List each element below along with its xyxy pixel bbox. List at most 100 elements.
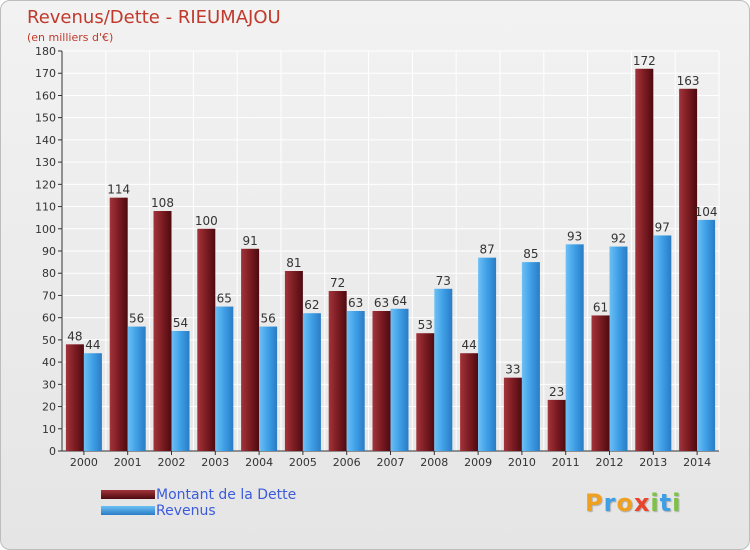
x-tick-label: 2011 — [552, 456, 580, 469]
bar-dette — [635, 68, 654, 452]
bar-dette — [591, 315, 610, 451]
bar-revenus — [478, 257, 497, 451]
x-tick-label: 2002 — [158, 456, 186, 469]
data-label-dette: 44 — [461, 338, 476, 352]
data-label-dette: 81 — [286, 256, 301, 270]
x-tick-label: 2009 — [464, 456, 492, 469]
data-label-revenus: 54 — [173, 316, 188, 330]
data-label-revenus: 104 — [695, 205, 718, 219]
bar-dette — [679, 88, 698, 452]
bar-dette — [109, 197, 128, 451]
data-label-revenus: 64 — [392, 294, 407, 308]
legend-swatch-dette — [101, 490, 155, 499]
y-tick-label: 30 — [42, 378, 56, 391]
x-tick-label: 2001 — [114, 456, 142, 469]
bar-dette — [547, 399, 566, 451]
y-tick-label: 170 — [35, 67, 56, 80]
bar-revenus — [259, 326, 278, 451]
data-label-dette: 48 — [67, 329, 82, 343]
bar-dette — [460, 353, 479, 451]
y-tick-label: 70 — [42, 289, 56, 302]
data-label-dette: 114 — [107, 183, 130, 197]
y-tick-label: 40 — [42, 356, 56, 369]
bar-revenus — [302, 313, 321, 451]
x-tick-label: 2004 — [245, 456, 273, 469]
y-tick-label: 180 — [35, 45, 56, 58]
data-label-revenus: 56 — [260, 312, 275, 326]
bar-revenus — [434, 288, 453, 451]
bar-revenus — [521, 262, 540, 451]
y-tick-label: 0 — [49, 445, 56, 458]
data-label-dette: 100 — [195, 214, 218, 228]
y-tick-label: 120 — [35, 178, 56, 191]
y-tick-label: 90 — [42, 245, 56, 258]
logo-letter: r — [603, 489, 617, 517]
logo-letter: i — [650, 489, 660, 517]
data-label-revenus: 87 — [479, 243, 494, 257]
data-label-revenus: 56 — [129, 312, 144, 326]
bar-revenus — [390, 308, 409, 451]
y-tick-label: 160 — [35, 89, 56, 102]
bar-revenus — [215, 306, 234, 451]
bar-dette — [284, 271, 303, 451]
data-label-revenus: 44 — [85, 338, 100, 352]
logo-letter: o — [616, 489, 634, 517]
legend-label-dette: Montant de la Dette — [156, 487, 297, 503]
bar-dette — [503, 377, 522, 451]
bar-revenus — [346, 311, 365, 451]
x-tick-label: 2007 — [377, 456, 405, 469]
bar-revenus — [565, 244, 584, 451]
bar-revenus — [171, 331, 190, 451]
y-tick-label: 140 — [35, 134, 56, 147]
data-label-revenus: 93 — [567, 229, 582, 243]
data-label-dette: 72 — [330, 276, 345, 290]
bar-dette — [372, 311, 391, 451]
bar-dette — [197, 228, 216, 451]
x-tick-label: 2008 — [420, 456, 448, 469]
bar-revenus — [83, 353, 102, 451]
y-tick-label: 150 — [35, 112, 56, 125]
x-tick-label: 2005 — [289, 456, 317, 469]
x-tick-label: 2003 — [201, 456, 229, 469]
data-label-dette: 53 — [418, 318, 433, 332]
y-tick-label: 100 — [35, 223, 56, 236]
logo-letter: P — [585, 489, 604, 517]
y-tick-label: 20 — [42, 401, 56, 414]
data-label-revenus: 73 — [436, 274, 451, 288]
x-tick-label: 2014 — [683, 456, 711, 469]
logo-letter: x — [633, 489, 651, 517]
bar-revenus — [609, 246, 628, 451]
bar-revenus — [127, 326, 146, 451]
bar-dette — [416, 333, 435, 451]
x-tick-label: 2013 — [639, 456, 667, 469]
data-label-dette: 91 — [242, 234, 257, 248]
y-tick-label: 130 — [35, 156, 56, 169]
logo-letter: i — [672, 489, 682, 517]
bar-dette — [328, 291, 347, 451]
data-label-revenus: 85 — [523, 247, 538, 261]
y-tick-label: 110 — [35, 201, 56, 214]
bar-dette — [65, 344, 84, 451]
data-label-dette: 23 — [549, 385, 564, 399]
chart-title: Revenus/Dette - RIEUMAJOU — [27, 7, 281, 28]
data-label-revenus: 65 — [217, 292, 232, 306]
bar-revenus — [697, 219, 716, 451]
data-label-dette: 108 — [151, 196, 174, 210]
bars — [65, 68, 716, 452]
y-tick-label: 60 — [42, 312, 56, 325]
x-tick-label: 2006 — [333, 456, 361, 469]
y-tick-label: 10 — [42, 423, 56, 436]
x-tick-label: 2012 — [596, 456, 624, 469]
y-tick-label: 50 — [42, 334, 56, 347]
chart-subtitle: (en milliers d'€) — [27, 31, 114, 44]
proxiti-logo: Proxiti — [585, 489, 681, 517]
logo-letter: t — [659, 489, 673, 517]
data-label-dette: 61 — [593, 300, 608, 314]
data-label-revenus: 62 — [304, 298, 319, 312]
data-label-revenus: 97 — [655, 220, 670, 234]
data-label-revenus: 63 — [348, 296, 363, 310]
y-tick-label: 80 — [42, 267, 56, 280]
